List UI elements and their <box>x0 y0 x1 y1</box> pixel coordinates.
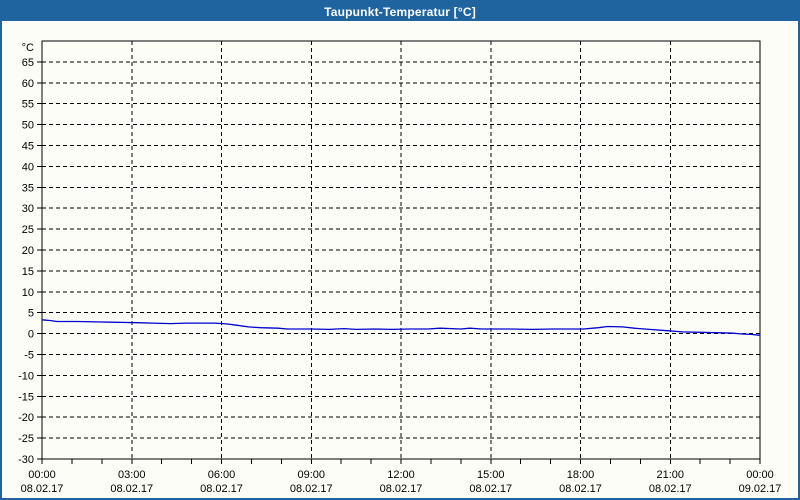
x-tick-date-label: 08.02.17 <box>380 483 423 495</box>
chart-area: -30 -25 -20 -15 -10 -5 0 5 10 15 20 25 30 35 40 45 50 55 6… <box>2 21 798 498</box>
x-tick-date-label: 09.02.17 <box>739 483 782 495</box>
y-tick-label: -25 <box>18 433 34 445</box>
y-tick-label: 45 <box>22 141 34 153</box>
y-axis-unit-label: °C <box>22 42 34 54</box>
y-tick-label: 55 <box>22 99 34 111</box>
x-axis-ticks <box>41 459 761 464</box>
x-tick-time-label: 21:00 <box>656 469 684 481</box>
x-tick-date-label: 08.02.17 <box>21 483 64 495</box>
y-axis-labels: -30 -25 -20 -15 -10 -5 0 5 10 15 20 25 30 35 40 45 50 55 6… <box>18 42 34 466</box>
y-tick-label: -30 <box>18 454 34 466</box>
dewpoint-line <box>41 319 761 336</box>
y-tick-label: 25 <box>22 224 34 236</box>
y-tick-label: 5 <box>28 308 34 320</box>
y-tick-label: 65 <box>22 57 34 69</box>
x-tick-time-label: 00:00 <box>28 469 56 481</box>
y-tick-label: 35 <box>22 182 34 194</box>
y-gridlines <box>42 61 760 439</box>
y-tick-label: -5 <box>24 350 34 362</box>
x-tick-time-label: 00:00 <box>746 469 774 481</box>
y-tick-label: 50 <box>22 120 34 132</box>
y-tick-label: -20 <box>18 412 34 424</box>
x-tick-time-label: 03:00 <box>118 469 146 481</box>
y-tick-label: 20 <box>22 245 34 257</box>
y-tick-label: -15 <box>18 391 34 403</box>
data-series <box>41 319 761 336</box>
y-axis-ticks <box>37 61 42 460</box>
x-tick-date-label: 08.02.17 <box>469 483 512 495</box>
y-tick-label: 15 <box>22 266 34 278</box>
x-tick-date-label: 08.02.17 <box>290 483 333 495</box>
x-tick-date-label: 08.02.17 <box>559 483 602 495</box>
x-tick-time-label: 15:00 <box>477 469 505 481</box>
x-tick-date-label: 08.02.17 <box>200 483 243 495</box>
chart-canvas: -30 -25 -20 -15 -10 -5 0 5 10 15 20 25 30 35 40 45 50 55 6… <box>18 40 782 495</box>
x-tick-date-label: 08.02.17 <box>110 483 153 495</box>
y-tick-label: 40 <box>22 161 34 173</box>
window-title-bar: Taupunkt-Temperatur [°C] <box>2 2 798 21</box>
x-tick-time-label: 12:00 <box>387 469 415 481</box>
y-tick-label: 60 <box>22 78 34 90</box>
x-tick-date-label: 08.02.17 <box>649 483 692 495</box>
x-tick-time-label: 06:00 <box>208 469 236 481</box>
x-tick-time-label: 18:00 <box>567 469 595 481</box>
y-tick-label: 0 <box>28 329 34 341</box>
window-title: Taupunkt-Temperatur [°C] <box>324 4 476 19</box>
x-tick-time-label: 09:00 <box>297 469 325 481</box>
y-tick-label: 30 <box>22 203 34 215</box>
y-tick-label: 10 <box>22 287 34 299</box>
y-tick-label: -10 <box>18 370 34 382</box>
x-axis-labels: 00:00 08.02.17 03:00 08.02.17 06:00 08.02.17 0… <box>21 469 782 495</box>
